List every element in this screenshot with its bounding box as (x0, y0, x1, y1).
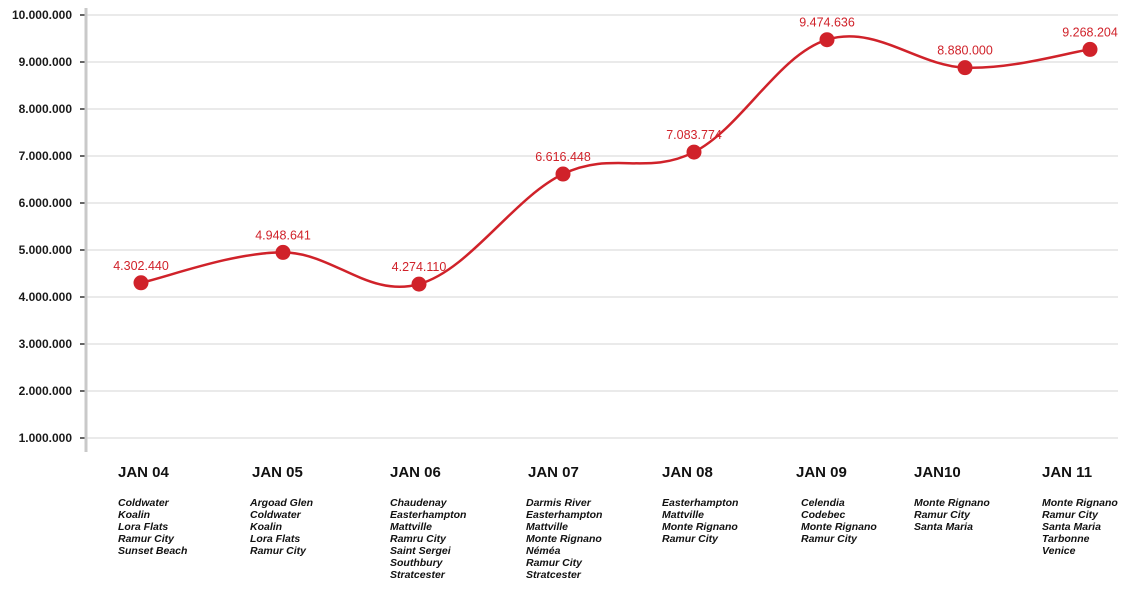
city-name: Argoad Glen (250, 497, 314, 509)
city-name: Sunset Beach (118, 545, 188, 557)
city-name: Coldwater (118, 497, 169, 509)
city-name: Coldwater (250, 509, 301, 521)
y-tick-label: 1.000.000 (19, 431, 73, 445)
y-tick-label: 7.000.000 (19, 149, 73, 163)
city-name: Southbury (390, 557, 443, 569)
city-list: Monte Rignano Ramur City Santa Maria (914, 497, 1034, 533)
city-name: Monte Rignano (801, 521, 877, 533)
city-name: Ramru City (390, 533, 447, 545)
city-name: Ramur City (914, 509, 971, 521)
city-name: Santa Maria (914, 521, 973, 533)
city-name: Néméa (526, 545, 561, 557)
city-name: Stratcester (390, 569, 445, 581)
data-point (133, 275, 149, 291)
data-labels: 4.302.440 4.948.641 4.274.110 6.616.448 7.08… (113, 16, 1118, 274)
x-tick-label: JAN 11 (1042, 464, 1093, 481)
data-label: 4.274.110 (392, 260, 447, 274)
category-column: JAN 08 Easterhampton Mattville Monte Rignan… (662, 464, 782, 545)
data-point (555, 166, 571, 182)
city-name: Venice (1042, 545, 1076, 557)
y-tick-labels: 1.000.000 2.000.000 3.000.000 4.000.000 5.00… (12, 8, 72, 445)
city-name: Lora Flats (118, 521, 169, 533)
city-name: Koalin (118, 509, 151, 521)
city-name: Lora Flats (250, 533, 301, 545)
city-list: Darmis River Easterhampton Mattville Monte … (526, 497, 648, 581)
data-label: 9.268.204 (1062, 25, 1118, 39)
data-label: 6.616.448 (535, 150, 591, 164)
city-name: Easterhampton (526, 509, 603, 521)
category-column: JAN10 Monte Rignano Ramur City Santa Maria (914, 464, 1034, 533)
city-list: Coldwater Koalin Lora Flats Ramur City Sunse… (118, 497, 238, 557)
city-name: Celendia (801, 497, 845, 509)
city-name: Ramur City (662, 533, 719, 545)
city-name: Easterhampton (390, 509, 467, 521)
city-name: Koalin (250, 521, 283, 533)
data-label: 4.302.440 (113, 259, 169, 273)
city-name: Monte Rignano (526, 533, 602, 545)
city-list: Monte Rignano Ramur City Santa Maria Tarbon… (1042, 497, 1142, 557)
x-tick-label: JAN 08 (662, 464, 713, 481)
data-point (275, 244, 291, 260)
data-point (957, 60, 973, 76)
city-name: Tarbonne (1042, 533, 1090, 545)
city-name: Ramur City (801, 533, 858, 545)
city-name: Santa Maria (1042, 521, 1101, 533)
y-tick-label: 10.000.000 (12, 8, 72, 22)
city-name: Ramur City (118, 533, 175, 545)
city-name: Ramur City (526, 557, 583, 569)
data-label: 7.083.774 (666, 128, 722, 142)
city-name: Mattville (526, 521, 569, 533)
city-name: Monte Rignano (662, 521, 738, 533)
category-column: JAN 04 Coldwater Koalin Lora Flats Ramur Cit… (118, 464, 238, 557)
city-name: Darmis River (526, 497, 591, 509)
city-name: Chaudenay (390, 497, 447, 509)
y-tick-label: 5.000.000 (19, 243, 73, 257)
x-tick-label: JAN 04 (118, 464, 169, 481)
city-list: Easterhampton Mattville Monte Rignano Ramur… (662, 497, 782, 545)
y-tick-label: 9.000.000 (19, 55, 73, 69)
city-name: Mattville (390, 521, 433, 533)
category-column: JAN 07 Darmis River Easterhampton Mattville… (526, 464, 648, 581)
category-column: JAN 05 Argoad Glen Coldwater Koalin Lora Fla… (250, 464, 372, 557)
city-name: Easterhampton (662, 497, 739, 509)
y-tick-label: 2.000.000 (19, 384, 73, 398)
data-label: 4.948.641 (255, 228, 311, 242)
x-tick-label: JAN10 (914, 464, 961, 481)
data-point (411, 276, 427, 292)
x-tick-label: JAN 06 (390, 464, 441, 481)
city-list: Argoad Glen Coldwater Koalin Lora Flats Ramu… (250, 497, 372, 557)
y-tick-label: 6.000.000 (19, 196, 73, 210)
city-name: Ramur City (250, 545, 307, 557)
city-name: Monte Rignano (1042, 497, 1118, 509)
series-line (140, 35, 1091, 289)
data-point (686, 144, 702, 160)
city-name: Monte Rignano (914, 497, 990, 509)
y-tick-label: 4.000.000 (19, 290, 73, 304)
data-point (819, 32, 835, 48)
category-column: JAN 09 Celendia Codebec Monte Rignano Ramur … (796, 464, 916, 545)
data-label: 8.880.000 (937, 44, 993, 58)
category-column: JAN 11 Monte Rignano Ramur City Santa Maria… (1042, 464, 1142, 557)
city-name: Ramur City (1042, 509, 1099, 521)
grid-lines (80, 14, 1118, 439)
city-name: Saint Sergei (390, 545, 451, 557)
city-name: Mattville (662, 509, 705, 521)
city-list: Chaudenay Easterhampton Mattville Ramru Cit… (390, 497, 510, 581)
data-label: 9.474.636 (799, 16, 855, 30)
x-tick-label: JAN 07 (528, 464, 579, 481)
data-points (133, 32, 1098, 292)
y-tick-label: 8.000.000 (19, 102, 73, 116)
city-name: Codebec (801, 509, 846, 521)
category-column: JAN 06 Chaudenay Easterhampton Mattville Ram… (390, 464, 510, 581)
city-name: Stratcester (526, 569, 581, 581)
data-point (1082, 41, 1098, 57)
city-list: Celendia Codebec Monte Rignano Ramur City (801, 497, 916, 545)
x-tick-label: JAN 05 (252, 464, 303, 481)
y-tick-label: 3.000.000 (19, 337, 73, 351)
x-tick-label: JAN 09 (796, 464, 847, 481)
